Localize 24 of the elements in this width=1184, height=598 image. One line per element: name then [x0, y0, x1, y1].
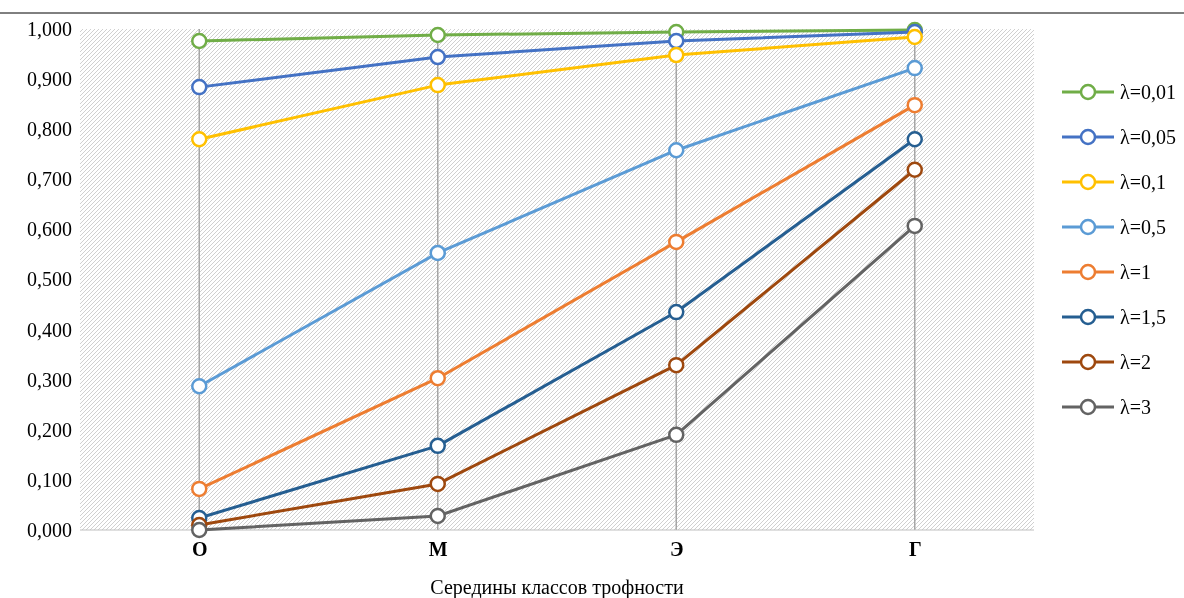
y-tick-label: 0,600: [27, 218, 72, 241]
y-tick-label: 0,100: [27, 468, 72, 491]
y-tick-label: 0,500: [27, 268, 72, 291]
legend-label: λ=0,01: [1120, 81, 1176, 103]
legend-label: λ=3: [1120, 396, 1151, 418]
legend-label: λ=1,5: [1120, 306, 1166, 328]
legend-label: λ=0,5: [1120, 216, 1166, 238]
legend-label: λ=0,1: [1120, 171, 1166, 193]
legend-label: λ=2: [1120, 351, 1151, 373]
x-tick-label: Э: [669, 538, 684, 561]
x-tick-label: Г: [908, 538, 922, 561]
y-tick-label: 0,800: [27, 118, 72, 141]
y-tick-label: 0,300: [27, 368, 72, 391]
y-tick-label: 0,700: [27, 168, 72, 191]
x-axis-title: Середины классов трофности: [430, 576, 684, 598]
y-tick-label: 1,000: [27, 17, 72, 40]
legend-label: λ=0,05: [1120, 126, 1176, 148]
y-tick-label: 0,400: [27, 318, 72, 341]
x-tick-label: О: [191, 538, 208, 561]
y-tick-label: 0,900: [27, 68, 72, 90]
x-tick-label: М: [428, 538, 448, 561]
legend-label: λ=1: [1120, 261, 1151, 283]
y-tick-label: 0,200: [27, 418, 72, 441]
y-tick-label: 0,000: [27, 518, 72, 541]
